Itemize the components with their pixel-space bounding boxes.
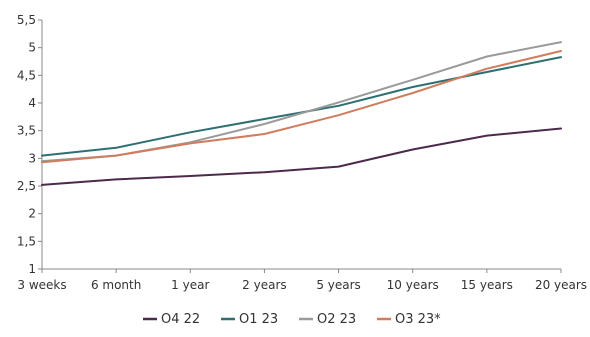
y-tick-label: 2,5 xyxy=(17,179,36,193)
x-tick-label: 10 years xyxy=(387,278,439,292)
series-lines xyxy=(41,41,562,186)
y-axis-ticks: 1 1,5 2 2,5 3 3,5 4 4,5 5 5,5 xyxy=(17,13,42,276)
y-tick-label: 3 xyxy=(28,151,36,165)
legend-label: O1 23 xyxy=(239,312,278,327)
y-tick-label: 5,5 xyxy=(17,13,36,27)
series-line-4 xyxy=(41,50,562,164)
y-tick-label: 5 xyxy=(28,41,36,55)
y-tick-label: 1,5 xyxy=(17,234,36,248)
legend-label: O2 23 xyxy=(317,312,356,327)
legend-item: O3 23* xyxy=(377,312,441,327)
series-line-1 xyxy=(41,127,562,186)
x-tick-label: 20 years xyxy=(535,278,587,292)
x-tick-label: 5 years xyxy=(316,278,360,292)
y-tick-label: 1 xyxy=(28,262,36,276)
y-tick-label: 3,5 xyxy=(17,124,36,138)
x-tick-label: 15 years xyxy=(461,278,513,292)
legend: O4 22 O1 23 O2 23 O3 23* xyxy=(143,312,441,327)
y-tick-label: 2 xyxy=(28,207,36,221)
x-tick-label: 3 weeks xyxy=(17,278,66,292)
x-axis-ticks: 3 weeks 6 month 1 year 2 years 5 years 10 yea… xyxy=(17,269,587,292)
legend-label: O4 22 xyxy=(161,312,200,327)
legend-item: O2 23 xyxy=(299,312,356,327)
x-tick-label: 2 years xyxy=(242,278,286,292)
series-line-3 xyxy=(41,41,562,163)
legend-label: O3 23* xyxy=(395,312,441,327)
legend-item: O1 23 xyxy=(221,312,278,327)
series-line-2 xyxy=(41,56,562,157)
x-tick-label: 1 year xyxy=(171,278,209,292)
legend-item: O4 22 xyxy=(143,312,200,327)
y-tick-label: 4,5 xyxy=(17,68,36,82)
y-tick-label: 4 xyxy=(28,96,36,110)
x-tick-label: 6 month xyxy=(91,278,141,292)
